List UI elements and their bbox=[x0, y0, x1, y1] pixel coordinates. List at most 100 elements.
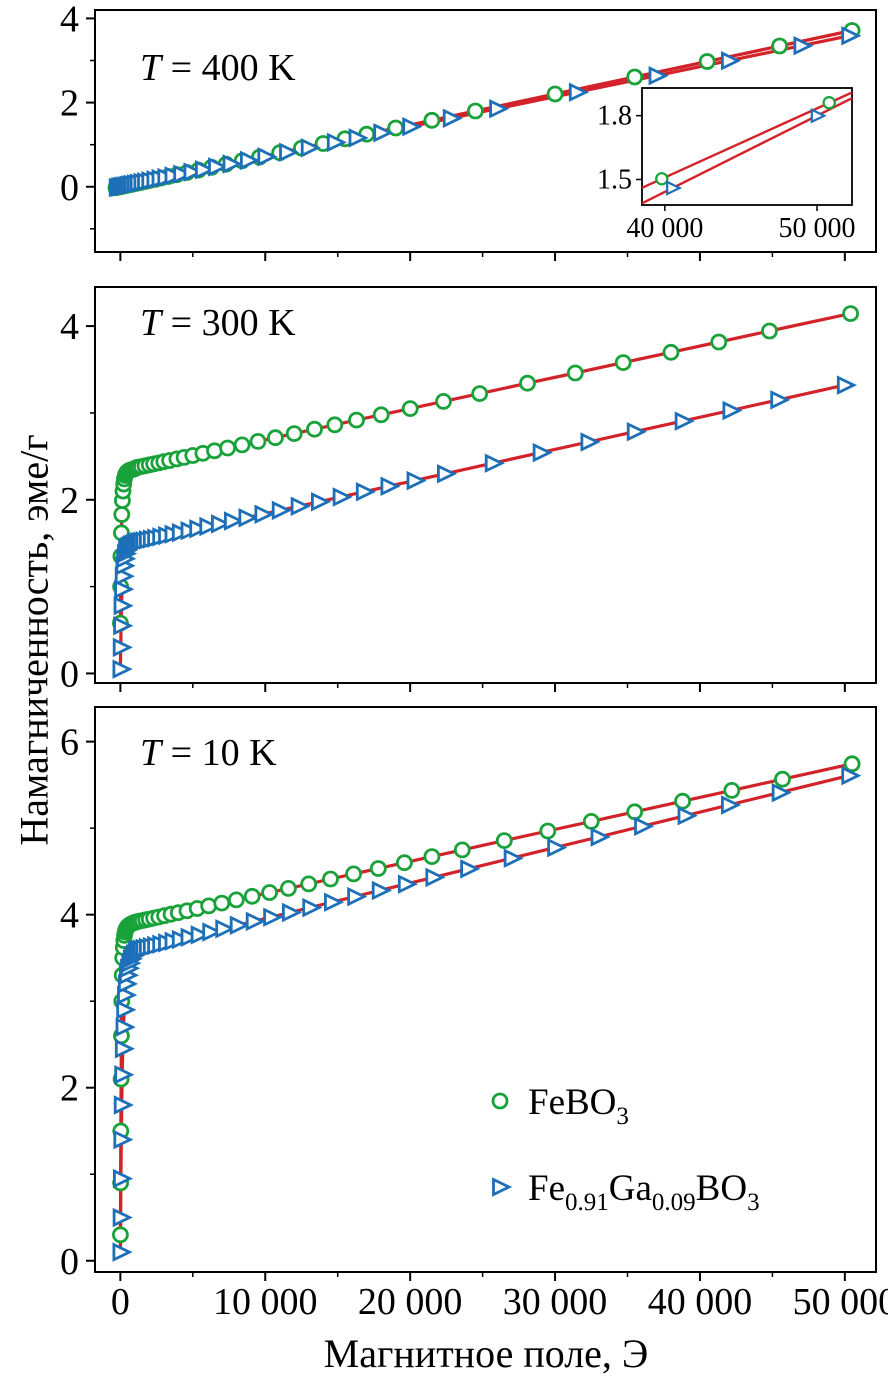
x-tick-label: 0 bbox=[111, 1281, 130, 1323]
y-tick-label: 4 bbox=[60, 306, 79, 348]
data-point-triangle bbox=[263, 907, 284, 927]
data-point-triangle bbox=[634, 816, 655, 837]
x-tick-label: 30 000 bbox=[503, 1281, 608, 1323]
panel-1-border bbox=[94, 9, 877, 253]
y-tick-label: 2 bbox=[60, 1068, 79, 1110]
data-point-circle bbox=[842, 305, 859, 323]
data-point-triangle bbox=[721, 795, 742, 815]
data-point-circle bbox=[771, 37, 788, 55]
legend-label-FeBO3: FeBO3 bbox=[528, 1082, 629, 1130]
data-point-triangle bbox=[771, 782, 792, 803]
panel-3: 0 10 000 20 000 30 000 40 000 50 000 0 2 4 6 T = 1… bbox=[60, 706, 888, 1323]
data-point-triangle bbox=[503, 848, 524, 868]
y-axis-title: Намагниченность, эме/г bbox=[11, 434, 57, 846]
y-tick-label: 0 bbox=[60, 653, 79, 695]
x-axis-title: Магнитное поле, Э bbox=[323, 1331, 649, 1376]
data-point-triangle bbox=[114, 1064, 135, 1085]
data-point-circle bbox=[843, 755, 861, 773]
data-point-triangle bbox=[648, 65, 669, 86]
data-point-triangle bbox=[113, 1168, 134, 1189]
data-point-circle bbox=[372, 406, 390, 424]
data-point-triangle bbox=[355, 482, 377, 502]
data-point-triangle bbox=[173, 164, 194, 184]
data-point-triangle bbox=[810, 107, 827, 124]
panel-3-border bbox=[94, 706, 877, 1273]
data-point-circle bbox=[322, 870, 339, 888]
data-point-triangle bbox=[568, 82, 590, 102]
panel-3-title: T = 10 K bbox=[140, 732, 277, 774]
data-point-triangle bbox=[302, 897, 323, 918]
data-point-triangle bbox=[722, 400, 743, 421]
data-point-triangle bbox=[402, 116, 423, 137]
data-point-circle bbox=[227, 891, 245, 909]
data-point-triangle bbox=[112, 637, 133, 658]
data-point-triangle bbox=[112, 1242, 133, 1262]
data-point-triangle bbox=[238, 508, 259, 528]
data-point-triangle bbox=[114, 579, 135, 599]
x-tick-label: 50 000 bbox=[793, 1281, 888, 1323]
data-point-triangle bbox=[841, 26, 862, 46]
data-point-triangle bbox=[547, 837, 568, 858]
data-point-triangle bbox=[532, 442, 553, 463]
data-point-triangle bbox=[113, 615, 134, 636]
data-point-triangle bbox=[113, 1129, 134, 1150]
data-point-triangle bbox=[113, 1095, 134, 1115]
panel-3-ticks bbox=[86, 740, 846, 1281]
panel-3-markers-Fe0.91Ga0.09BO3 bbox=[112, 765, 862, 1262]
data-point-circle bbox=[213, 894, 231, 912]
data-point-circle bbox=[614, 354, 632, 372]
data-point-circle bbox=[395, 854, 413, 872]
data-point-triangle bbox=[199, 516, 220, 537]
data-point-circle bbox=[662, 343, 680, 361]
data-point-triangle bbox=[222, 154, 243, 174]
data-point-triangle bbox=[324, 892, 345, 912]
inset: 40 000 50 000 1.5 1.8 bbox=[597, 87, 856, 244]
data-point-circle bbox=[233, 436, 251, 454]
data-point-triangle bbox=[841, 765, 862, 786]
data-point-triangle bbox=[208, 157, 229, 177]
y-tick-label: 6 bbox=[60, 722, 79, 764]
inset-y-tick-label: 1.5 bbox=[597, 164, 632, 195]
data-point-circle bbox=[466, 102, 484, 120]
panel-2-ticks bbox=[86, 325, 846, 692]
data-point-triangle bbox=[406, 470, 427, 491]
panel-1-title: T = 400 K bbox=[140, 47, 296, 89]
y-tick-label: 4 bbox=[60, 895, 79, 937]
data-point-triangle bbox=[180, 927, 201, 948]
data-point-triangle bbox=[371, 880, 392, 901]
data-point-triangle bbox=[112, 659, 133, 679]
y-tick-label: 2 bbox=[60, 480, 79, 522]
panel-2-title: T = 300 K bbox=[140, 302, 296, 344]
data-point-circle bbox=[348, 411, 365, 429]
data-point-circle bbox=[306, 420, 323, 438]
data-point-triangle bbox=[489, 98, 510, 119]
data-point-circle bbox=[822, 95, 836, 110]
data-point-triangle bbox=[300, 138, 321, 158]
data-point-triangle bbox=[195, 159, 216, 180]
data-point-circle bbox=[655, 172, 669, 186]
data-point-circle bbox=[761, 322, 778, 340]
data-point-circle bbox=[539, 822, 557, 840]
panel-2-markers-Fe0.91Ga0.09BO3 bbox=[112, 375, 858, 679]
data-point-triangle bbox=[484, 453, 505, 473]
data-point-triangle bbox=[721, 50, 742, 71]
data-point-circle bbox=[401, 400, 419, 418]
data-point-circle bbox=[435, 392, 452, 410]
x-tick-label: 10 000 bbox=[213, 1281, 318, 1323]
data-point-triangle bbox=[373, 123, 394, 143]
data-point-triangle bbox=[115, 1017, 136, 1037]
data-point-circle bbox=[566, 364, 584, 382]
data-point-circle bbox=[200, 897, 218, 915]
inset-x-tick-label: 40 000 bbox=[626, 213, 703, 244]
data-point-triangle bbox=[215, 919, 236, 939]
data-point-circle bbox=[471, 385, 489, 403]
data-point-circle bbox=[249, 432, 267, 450]
panel-1-ticks bbox=[86, 17, 846, 261]
data-point-triangle bbox=[580, 432, 601, 452]
data-point-circle bbox=[326, 416, 344, 434]
data-point-triangle bbox=[240, 150, 261, 171]
data-point-circle bbox=[626, 803, 644, 821]
data-point-circle bbox=[698, 53, 716, 70]
panel-2-border bbox=[94, 286, 877, 684]
